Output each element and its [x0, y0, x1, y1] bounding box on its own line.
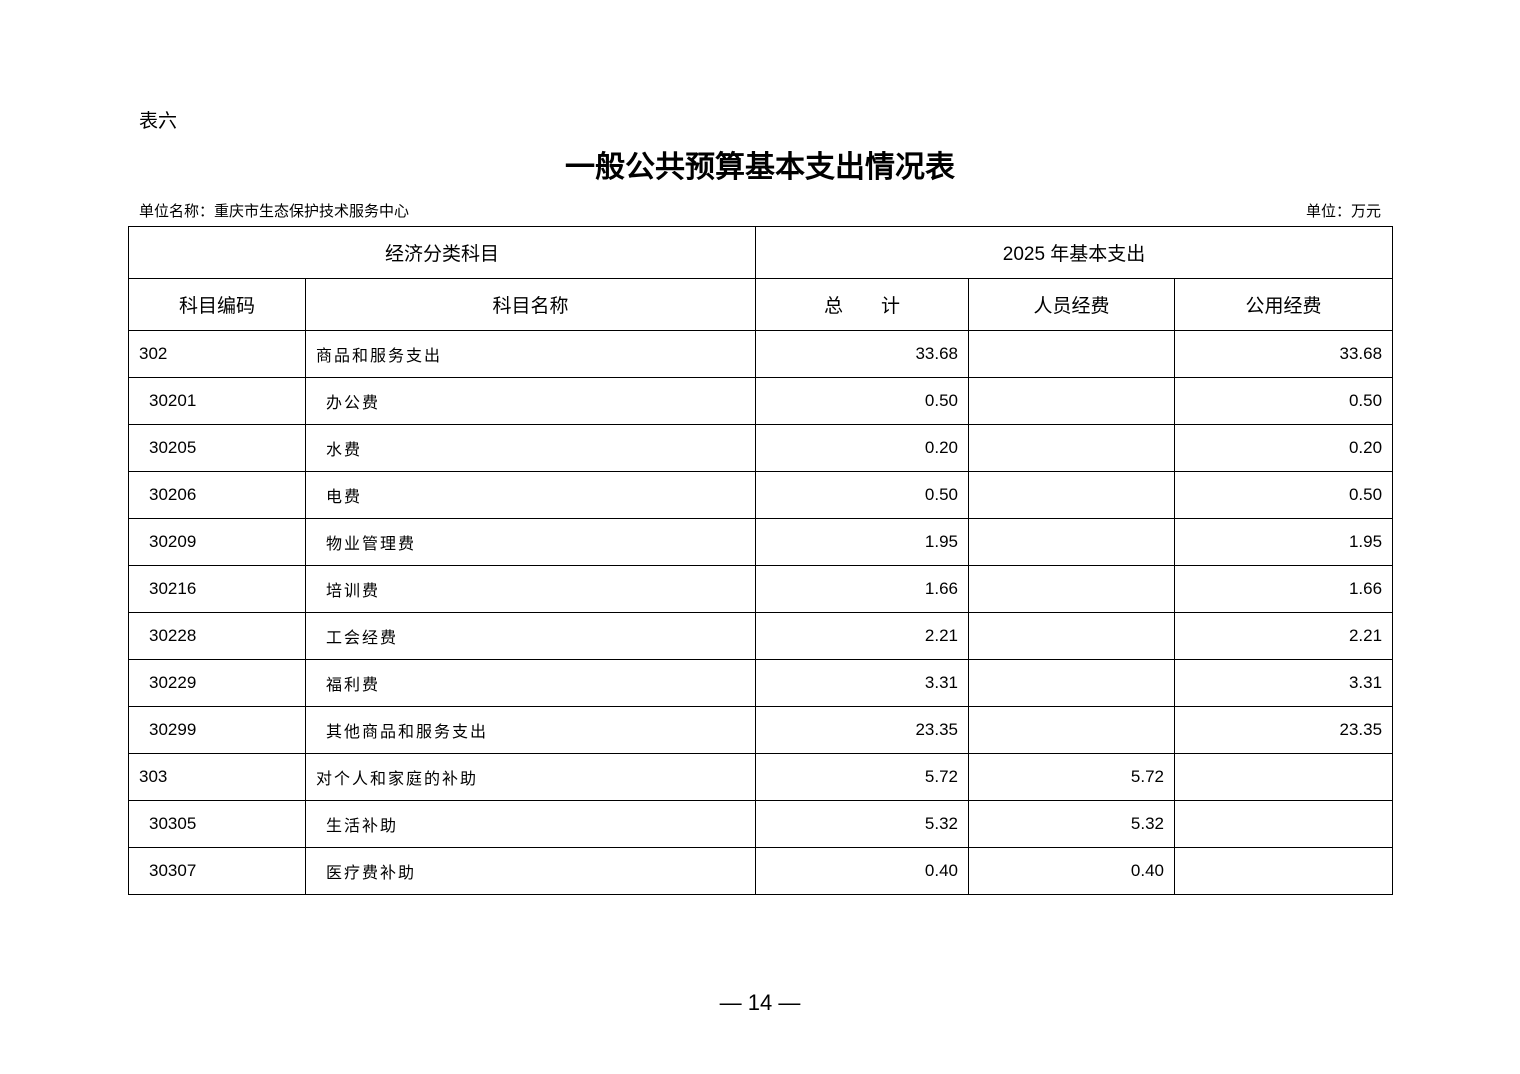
- cell-public: [1174, 753, 1394, 801]
- cell-name: 对个人和家庭的补助: [304, 753, 757, 801]
- cell-personnel: [968, 565, 1176, 613]
- cell-code: 30205: [128, 424, 306, 472]
- table-row: 30228 工会经费 2.21 2.21: [128, 612, 1394, 660]
- table-label: 表六: [139, 111, 178, 132]
- cell-total: 1.95: [755, 518, 970, 566]
- cell-personnel: 0.40: [968, 847, 1176, 895]
- cell-total: 2.21: [755, 612, 970, 660]
- table-row: 303 对个人和家庭的补助 5.72 5.72: [128, 753, 1394, 801]
- table-row: 302 商品和服务支出 33.68 33.68: [128, 330, 1394, 378]
- cell-code: 30229: [128, 659, 306, 707]
- cell-public: 0.20: [1174, 424, 1394, 472]
- cell-total: 0.20: [755, 424, 970, 472]
- page-number: — 14 —: [719, 990, 801, 1015]
- cell-total: 3.31: [755, 659, 970, 707]
- header-personnel: 人员经费: [968, 278, 1176, 331]
- cell-total: 0.50: [755, 377, 970, 425]
- cell-total: 5.32: [755, 800, 970, 848]
- header-code: 科目编码: [128, 278, 306, 331]
- unit-name: 单位名称：重庆市生态保护技术服务中心: [139, 202, 410, 220]
- header-public: 公用经费: [1174, 278, 1394, 331]
- cell-personnel: [968, 471, 1176, 519]
- table-row: 30307 医疗费补助 0.40 0.40: [128, 847, 1394, 895]
- header-total: 总 计: [755, 278, 970, 331]
- cell-personnel: [968, 612, 1176, 660]
- cell-name: 医疗费补助: [304, 847, 757, 895]
- cell-total: 1.66: [755, 565, 970, 613]
- header-basic-expenditure: 2025 年基本支出: [755, 226, 1394, 279]
- table-row: 30216 培训费 1.66 1.66: [128, 565, 1394, 613]
- header-name: 科目名称: [304, 278, 757, 331]
- cell-name: 电费: [304, 471, 757, 519]
- cell-public: 0.50: [1174, 377, 1394, 425]
- cell-public: [1174, 800, 1394, 848]
- cell-personnel: 5.72: [968, 753, 1176, 801]
- cell-public: [1174, 847, 1394, 895]
- cell-name: 办公费: [304, 377, 757, 425]
- cell-code: 30228: [128, 612, 306, 660]
- table-row: 30209 物业管理费 1.95 1.95: [128, 518, 1394, 566]
- cell-name: 培训费: [304, 565, 757, 613]
- expenditure-table: 经济分类科目 2025 年基本支出 科目编码 科目名称 总 计 人员经费 公用经…: [127, 226, 1394, 895]
- cell-personnel: [968, 330, 1176, 378]
- cell-total: 0.50: [755, 471, 970, 519]
- table-row: 30206 电费 0.50 0.50: [128, 471, 1394, 519]
- cell-personnel: [968, 424, 1176, 472]
- cell-code: 30201: [128, 377, 306, 425]
- cell-code: 30206: [128, 471, 306, 519]
- cell-name: 物业管理费: [304, 518, 757, 566]
- table-row: 30305 生活补助 5.32 5.32: [128, 800, 1394, 848]
- cell-code: 30305: [128, 800, 306, 848]
- cell-code: 302: [128, 330, 306, 378]
- cell-name: 其他商品和服务支出: [304, 706, 757, 754]
- table-row: 30201 办公费 0.50 0.50: [128, 377, 1394, 425]
- table-row: 30205 水费 0.20 0.20: [128, 424, 1394, 472]
- cell-personnel: [968, 706, 1176, 754]
- header-economic-category: 经济分类科目: [127, 226, 757, 279]
- cell-public: 33.68: [1174, 330, 1394, 378]
- cell-name: 工会经费: [304, 612, 757, 660]
- cell-name: 福利费: [304, 659, 757, 707]
- table-row: 30299 其他商品和服务支出 23.35 23.35: [128, 706, 1394, 754]
- cell-name: 生活补助: [304, 800, 757, 848]
- cell-code: 30299: [128, 706, 306, 754]
- cell-personnel: [968, 659, 1176, 707]
- cell-personnel: [968, 377, 1176, 425]
- cell-name: 商品和服务支出: [304, 330, 757, 378]
- cell-personnel: [968, 518, 1176, 566]
- cell-public: 2.21: [1174, 612, 1394, 660]
- cell-name: 水费: [304, 424, 757, 472]
- cell-total: 33.68: [755, 330, 970, 378]
- table-row: 30229 福利费 3.31 3.31: [128, 659, 1394, 707]
- cell-public: 23.35: [1174, 706, 1394, 754]
- cell-total: 5.72: [755, 753, 970, 801]
- cell-public: 1.95: [1174, 518, 1394, 566]
- cell-code: 303: [128, 753, 306, 801]
- cell-total: 23.35: [755, 706, 970, 754]
- unit-label: 单位：万元: [1305, 202, 1381, 220]
- cell-code: 30209: [128, 518, 306, 566]
- page-title: 一般公共预算基本支出情况表: [565, 150, 955, 185]
- cell-public: 0.50: [1174, 471, 1394, 519]
- cell-code: 30307: [128, 847, 306, 895]
- cell-total: 0.40: [755, 847, 970, 895]
- cell-public: 3.31: [1174, 659, 1394, 707]
- cell-public: 1.66: [1174, 565, 1394, 613]
- cell-personnel: 5.32: [968, 800, 1176, 848]
- cell-code: 30216: [128, 565, 306, 613]
